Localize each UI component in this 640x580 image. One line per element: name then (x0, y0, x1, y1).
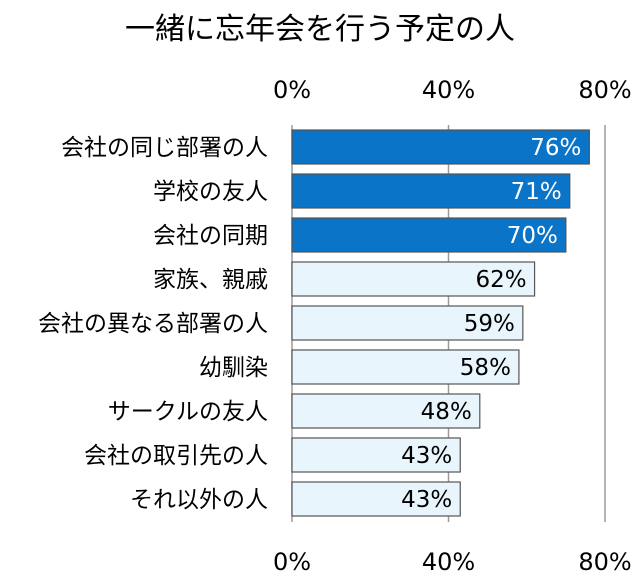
bar (291, 393, 481, 429)
category-label: 会社の異なる部署の人 (38, 311, 268, 337)
category-label: 学校の友人 (153, 179, 268, 205)
bar (291, 173, 571, 209)
value-label: 58% (460, 355, 511, 381)
value-label: 76% (530, 135, 581, 161)
tick-label-bottom: 80% (578, 548, 631, 576)
category-label: それ以外の人 (130, 487, 268, 513)
bar (291, 481, 461, 517)
category-label: 会社の同じ部署の人 (61, 135, 268, 161)
tick-label-bottom: 0% (273, 548, 311, 576)
bar (291, 305, 524, 341)
bar (291, 349, 520, 385)
labels-layer: 0% 40% 80% 0% 40% 80% 会社の同じ部署の人 76% 学校の友人 71% 会社の同… (38, 76, 632, 576)
bar (291, 261, 536, 297)
value-label: 62% (475, 267, 526, 293)
tick-label-top: 40% (422, 76, 475, 104)
value-label: 70% (507, 223, 558, 249)
category-label: 会社の取引先の人 (84, 443, 268, 469)
value-label: 43% (401, 443, 452, 469)
tick-label-top: 80% (578, 76, 631, 104)
category-label: サークルの友人 (108, 399, 268, 425)
bar (291, 437, 461, 473)
category-label: 会社の同期 (153, 223, 268, 249)
chart-title: 一緒に忘年会を行う予定の人 (125, 12, 515, 47)
tick-label-top: 0% (273, 76, 311, 104)
bars-layer (291, 129, 590, 517)
bar (291, 129, 590, 165)
value-label: 43% (401, 487, 452, 513)
bar (291, 217, 567, 253)
value-label: 48% (421, 399, 472, 425)
category-label: 家族、親戚 (153, 267, 268, 293)
value-label: 59% (464, 311, 515, 337)
tick-label-bottom: 40% (422, 548, 475, 576)
category-label: 幼馴染 (199, 355, 268, 381)
value-label: 71% (511, 179, 562, 205)
